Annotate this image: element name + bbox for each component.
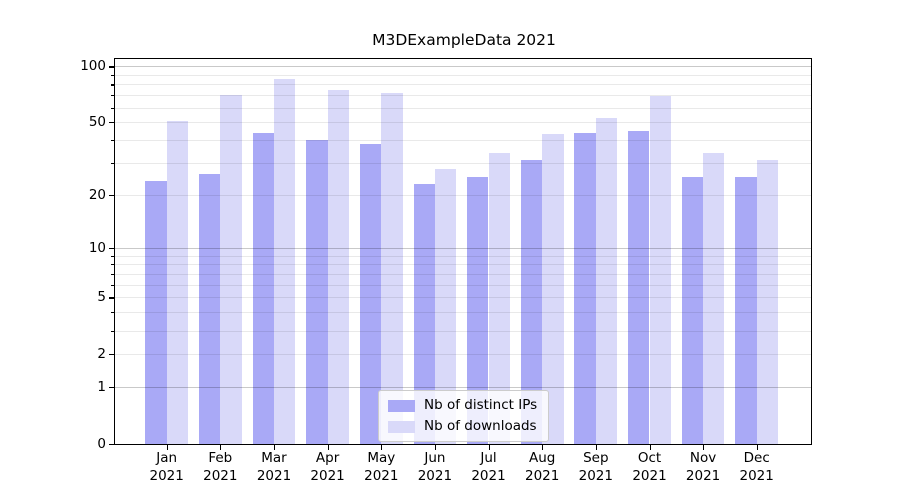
- y-tick-2: [109, 354, 114, 356]
- legend-label-distinct-ips: Nb of distinct IPs: [424, 397, 538, 413]
- chart-title: M3DExampleData 2021: [372, 31, 556, 49]
- y-tick-label-5: 5: [97, 289, 106, 306]
- x-tick-label-nov: Nov 2021: [685, 450, 721, 484]
- y-tick-label-20: 20: [88, 186, 106, 203]
- plot-area: [114, 58, 812, 445]
- bar-downloads-nov: [703, 153, 725, 444]
- x-tick-label-sep: Sep 2021: [578, 450, 613, 484]
- x-tick-may: [381, 445, 383, 450]
- x-tick-label-dec: Dec 2021: [739, 450, 774, 484]
- bar-distinct-ips-dec: [735, 177, 757, 444]
- bar-downloads-jul: [488, 153, 510, 444]
- bar-distinct-ips-apr: [306, 140, 328, 444]
- bar-downloads-jan: [166, 120, 189, 444]
- y-minor-tick-30: [111, 163, 114, 165]
- bars-layer: [115, 59, 811, 444]
- x-tick-label-aug: Aug 2021: [525, 450, 560, 484]
- bar-downloads-dec: [756, 160, 779, 444]
- y-minor-tick-8: [111, 264, 114, 266]
- y-tick-0: [109, 444, 114, 446]
- y-minor-tick-90: [111, 74, 114, 77]
- x-tick-label-apr: Apr 2021: [310, 450, 345, 484]
- x-tick-jun: [434, 445, 437, 450]
- x-tick-jul: [488, 445, 490, 450]
- bar-downloads-jun: [434, 168, 457, 444]
- y-minor-tick-7: [111, 273, 114, 276]
- y-minor-tick-40: [111, 140, 114, 142]
- bar-distinct-ips-jul: [467, 177, 489, 444]
- legend: Nb of distinct IPs Nb of downloads: [378, 390, 550, 442]
- legend-swatch-downloads: [388, 420, 415, 433]
- bar-downloads-mar: [274, 78, 296, 444]
- bar-distinct-ips-sep: [574, 132, 596, 444]
- x-tick-label-jun: Jun 2021: [417, 450, 453, 484]
- x-tick-label-feb: Feb 2021: [203, 450, 238, 484]
- y-tick-label-1: 1: [97, 379, 106, 396]
- y-minor-tick-9: [111, 255, 114, 257]
- legend-swatch-distinct-ips: [388, 399, 415, 412]
- x-tick-label-oct: Oct 2021: [632, 450, 667, 484]
- y-minor-tick-6: [111, 284, 114, 286]
- y-tick-1: [109, 387, 114, 389]
- y-tick-label-10: 10: [88, 239, 106, 256]
- y-tick-10: [109, 247, 114, 249]
- y-tick-label-2: 2: [97, 346, 106, 363]
- x-tick-apr: [327, 445, 329, 450]
- bar-distinct-ips-may: [359, 144, 382, 444]
- legend-item-distinct-ips: Nb of distinct IPs: [388, 397, 537, 414]
- bar-distinct-ips-feb: [198, 174, 221, 444]
- bar-distinct-ips-oct: [628, 130, 650, 444]
- bar-distinct-ips-mar: [252, 132, 274, 444]
- bar-downloads-oct: [649, 96, 671, 444]
- x-tick-label-jan: Jan 2021: [149, 450, 184, 484]
- x-tick-aug: [542, 445, 544, 450]
- x-tick-label-may: May 2021: [364, 450, 399, 484]
- y-minor-tick-80: [111, 84, 114, 86]
- x-tick-label-mar: Mar 2021: [256, 450, 292, 484]
- bar-distinct-ips-nov: [681, 177, 704, 444]
- y-tick-label-0: 0: [97, 436, 106, 452]
- y-minor-tick-3: [111, 330, 114, 332]
- bar-downloads-aug: [542, 134, 564, 444]
- y-tick-50: [109, 122, 114, 124]
- x-tick-nov: [703, 445, 705, 450]
- y-minor-tick-60: [111, 107, 114, 109]
- bar-distinct-ips-aug: [520, 160, 543, 444]
- y-tick-label-50: 50: [88, 114, 106, 131]
- y-tick-20: [109, 194, 114, 197]
- x-tick-label-jul: Jul 2021: [471, 450, 506, 484]
- legend-item-downloads: Nb of downloads: [388, 418, 537, 435]
- x-tick-sep: [595, 445, 597, 450]
- x-tick-dec: [756, 445, 758, 450]
- bar-distinct-ips-jun: [413, 184, 435, 444]
- x-tick-oct: [649, 445, 651, 450]
- legend-label-downloads: Nb of downloads: [424, 418, 537, 434]
- bar-downloads-feb: [220, 95, 242, 444]
- y-tick-5: [109, 297, 114, 299]
- y-tick-label-100: 100: [80, 58, 106, 75]
- y-minor-tick-70: [111, 95, 114, 97]
- y-minor-tick-4: [111, 312, 114, 314]
- x-tick-jan: [166, 445, 168, 450]
- x-tick-feb: [220, 445, 222, 450]
- x-tick-mar: [274, 445, 276, 450]
- y-tick-100: [109, 66, 114, 68]
- bar-downloads-may: [381, 92, 403, 444]
- bar-downloads-apr: [327, 89, 349, 444]
- bar-downloads-sep: [595, 117, 618, 444]
- bar-distinct-ips-jan: [145, 180, 167, 444]
